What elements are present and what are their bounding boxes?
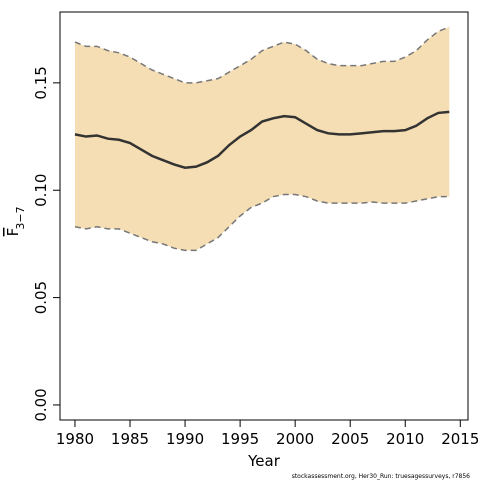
estimate-line [74, 110, 450, 169]
y-tick-label: 0.05 [32, 281, 50, 314]
confidence-band [74, 27, 450, 251]
x-axis-label: Year [247, 452, 281, 470]
plot-frame [59, 11, 469, 421]
band-edge [74, 193, 450, 252]
x-tick-label: 2000 [276, 430, 314, 448]
x-tick-label: 1990 [166, 430, 204, 448]
x-tick-label: 1995 [221, 430, 259, 448]
footer: stockassessment.org, Her30_Run: truesage… [292, 473, 470, 480]
y-axis-label-sub: 3−7 [14, 206, 27, 229]
x-tick-label: 1985 [111, 430, 149, 448]
x-tick-label: 2005 [331, 430, 369, 448]
y-tick-label: 0.10 [32, 174, 50, 207]
y-axis-label-group: F 3−7 [4, 206, 27, 236]
y-tick-label: 0.00 [32, 388, 50, 421]
x-tick-label: 2010 [386, 430, 424, 448]
y-axis-label: F [4, 228, 22, 237]
x-tick-label: 1980 [56, 430, 94, 448]
band-edge [74, 26, 450, 84]
y-tick-label: 0.15 [32, 66, 50, 99]
x-tick-label: 2015 [441, 430, 479, 448]
